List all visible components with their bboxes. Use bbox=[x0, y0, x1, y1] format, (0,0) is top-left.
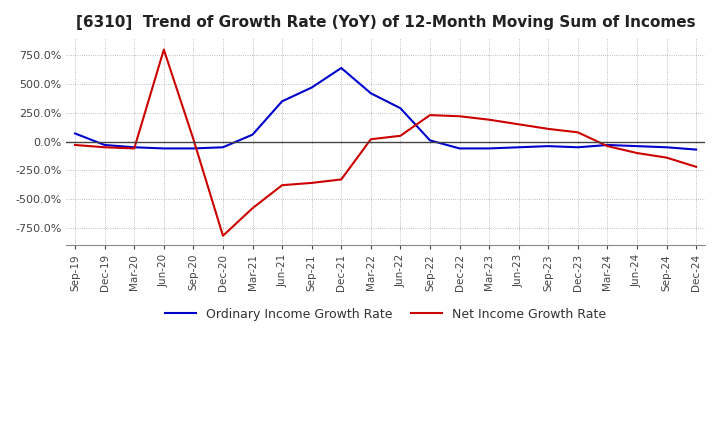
Ordinary Income Growth Rate bbox=[278, 99, 287, 104]
Ordinary Income Growth Rate bbox=[692, 147, 701, 152]
Net Income Growth Rate bbox=[544, 126, 552, 132]
Title: [6310]  Trend of Growth Rate (YoY) of 12-Month Moving Sum of Incomes: [6310] Trend of Growth Rate (YoY) of 12-… bbox=[76, 15, 696, 30]
Legend: Ordinary Income Growth Rate, Net Income Growth Rate: Ordinary Income Growth Rate, Net Income … bbox=[160, 303, 611, 326]
Net Income Growth Rate bbox=[426, 113, 434, 118]
Net Income Growth Rate bbox=[603, 143, 612, 149]
Net Income Growth Rate bbox=[574, 130, 582, 135]
Net Income Growth Rate bbox=[71, 142, 79, 147]
Ordinary Income Growth Rate bbox=[514, 145, 523, 150]
Net Income Growth Rate bbox=[189, 136, 198, 142]
Net Income Growth Rate bbox=[455, 114, 464, 119]
Net Income Growth Rate bbox=[662, 155, 671, 160]
Net Income Growth Rate bbox=[633, 150, 642, 156]
Ordinary Income Growth Rate bbox=[485, 146, 493, 151]
Ordinary Income Growth Rate bbox=[160, 146, 168, 151]
Net Income Growth Rate bbox=[130, 146, 138, 151]
Net Income Growth Rate bbox=[485, 117, 493, 122]
Ordinary Income Growth Rate bbox=[366, 91, 375, 96]
Ordinary Income Growth Rate bbox=[603, 142, 612, 147]
Net Income Growth Rate bbox=[396, 133, 405, 139]
Net Income Growth Rate bbox=[307, 180, 316, 186]
Net Income Growth Rate bbox=[219, 233, 228, 238]
Ordinary Income Growth Rate bbox=[544, 143, 552, 149]
Ordinary Income Growth Rate bbox=[337, 66, 346, 71]
Net Income Growth Rate bbox=[337, 177, 346, 182]
Net Income Growth Rate bbox=[248, 205, 257, 211]
Net Income Growth Rate bbox=[366, 136, 375, 142]
Ordinary Income Growth Rate bbox=[219, 145, 228, 150]
Net Income Growth Rate bbox=[160, 47, 168, 52]
Ordinary Income Growth Rate bbox=[100, 142, 109, 147]
Line: Ordinary Income Growth Rate: Ordinary Income Growth Rate bbox=[75, 68, 696, 150]
Net Income Growth Rate bbox=[692, 164, 701, 169]
Net Income Growth Rate bbox=[100, 145, 109, 150]
Ordinary Income Growth Rate bbox=[71, 131, 79, 136]
Net Income Growth Rate bbox=[514, 121, 523, 127]
Ordinary Income Growth Rate bbox=[307, 85, 316, 90]
Net Income Growth Rate bbox=[278, 183, 287, 188]
Line: Net Income Growth Rate: Net Income Growth Rate bbox=[75, 50, 696, 236]
Ordinary Income Growth Rate bbox=[633, 143, 642, 149]
Ordinary Income Growth Rate bbox=[662, 145, 671, 150]
Ordinary Income Growth Rate bbox=[396, 106, 405, 111]
Ordinary Income Growth Rate bbox=[426, 138, 434, 143]
Ordinary Income Growth Rate bbox=[455, 146, 464, 151]
Ordinary Income Growth Rate bbox=[574, 145, 582, 150]
Ordinary Income Growth Rate bbox=[189, 146, 198, 151]
Ordinary Income Growth Rate bbox=[248, 132, 257, 137]
Ordinary Income Growth Rate bbox=[130, 145, 138, 150]
